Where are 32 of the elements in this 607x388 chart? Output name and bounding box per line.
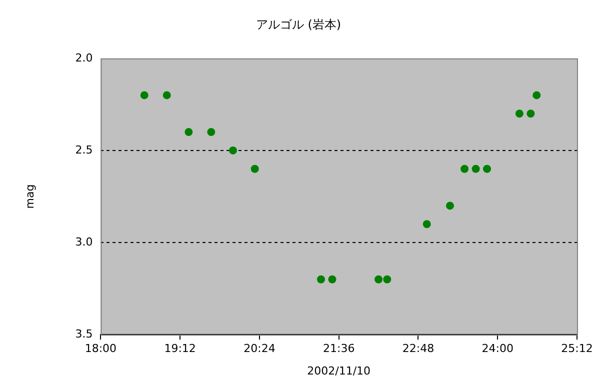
x-tick-label: 19:12 [164,342,196,356]
point [250,164,259,173]
chart-title: アルゴル (岩本) [256,17,342,32]
x-tick-label: 24:00 [482,342,514,356]
point [483,164,492,173]
point [229,146,237,154]
point [532,91,541,100]
point [526,110,535,118]
y-tick-label: 3.0 [75,235,93,248]
y-tick-label: 3.5 [75,327,93,340]
point [374,275,383,284]
point [328,275,336,284]
y-axis-title: mag [23,184,36,209]
x-tick-label: 18:00 [84,342,117,356]
x-tick-label: 21:36 [322,342,355,356]
y-tick-label: 2.5 [75,143,93,156]
point [472,164,480,173]
point [515,110,524,118]
point [184,128,193,136]
point [207,128,216,136]
x-tick-label: 22:48 [402,342,434,356]
point [446,202,454,210]
point [460,164,469,173]
point [383,275,392,284]
x-tick-label: 20:24 [244,342,276,356]
x-tick-label: 25:12 [561,342,593,356]
point [316,275,325,284]
x-axis-title: 2002/11/10 [307,364,371,378]
point [140,91,148,100]
y-tick-label: 2.0 [75,51,93,64]
point [162,91,171,100]
point [422,220,431,228]
